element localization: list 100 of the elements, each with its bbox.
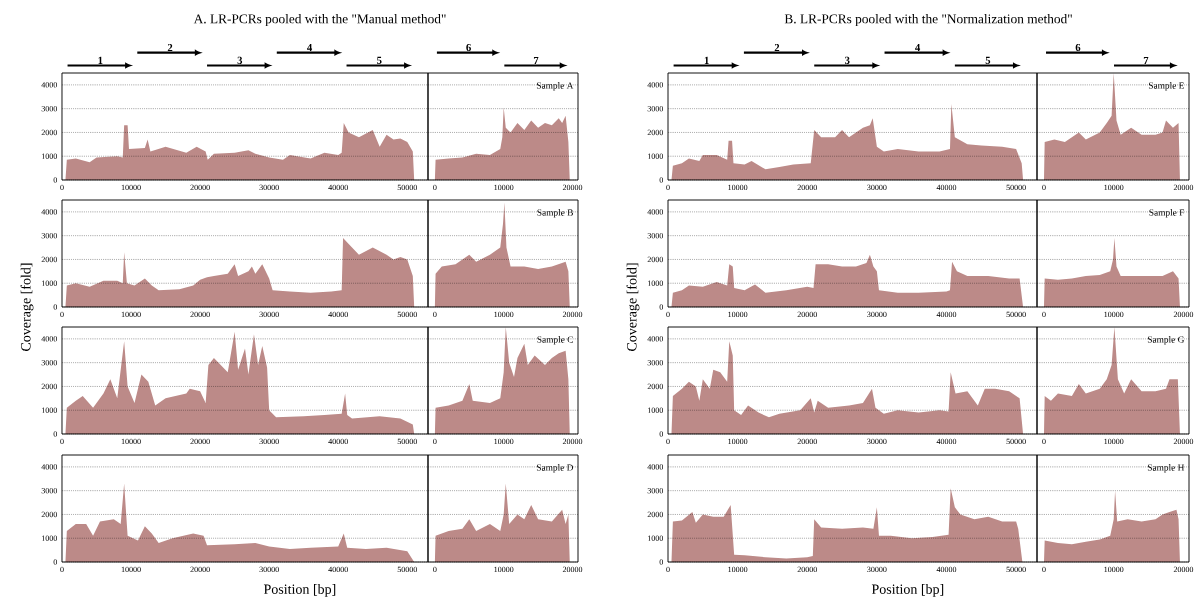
x-tick-label: 10000: [121, 566, 141, 573]
x-tick-label: 40000: [936, 438, 957, 445]
x-tick-label: 10000: [494, 184, 514, 191]
annotation: Sample A: [536, 82, 574, 91]
annotation: Sample H: [1147, 464, 1185, 473]
text: 7: [533, 56, 539, 64]
x-tick-label: 20000: [190, 184, 210, 191]
x-tick-label: 10000: [728, 184, 748, 191]
annotation: Sample F: [1149, 209, 1185, 218]
y-tick-label: 3000: [41, 105, 57, 112]
text: 4: [915, 44, 921, 52]
chart-title: A. LR-PCRs pooled with the "Manual method": [193, 13, 446, 27]
text: 2: [774, 44, 780, 52]
y-tick-label: 1000: [42, 535, 57, 541]
y-tick-label: 1000: [648, 153, 663, 159]
y-tick-label: 3000: [647, 232, 663, 239]
text: 5: [985, 56, 991, 64]
text: 6: [466, 43, 471, 52]
y-tick-label: 3000: [41, 487, 57, 494]
y-tick-label: 2000: [41, 256, 57, 263]
y-tick-label: 4000: [647, 209, 663, 215]
x-tick-label: 50000: [1006, 184, 1026, 191]
x-tick-label: 0: [433, 311, 437, 318]
x-tick-label: 30000: [259, 438, 279, 445]
x-tick-label: 10000: [1104, 566, 1124, 573]
x-tick-label: 0: [60, 438, 64, 445]
x-tick-label: 0: [1042, 438, 1046, 445]
x-tick-label: 10000: [494, 566, 514, 573]
y-axis-title: Coverage [fold]: [626, 263, 640, 351]
x-tick-label: 10000: [494, 438, 514, 445]
y-tick-label: 2000: [647, 511, 663, 518]
x-tick-label: 20000: [797, 438, 817, 445]
x-tick-label: 0: [1042, 566, 1046, 573]
x-tick-label: 40000: [328, 184, 348, 191]
y-tick-label: 2000: [647, 383, 663, 390]
y-tick-label: 1000: [648, 407, 663, 413]
y-tick-label: 2000: [41, 511, 57, 518]
x-tick-label: 40000: [936, 311, 957, 318]
x-axis-title: Position [bp]: [871, 584, 944, 597]
x-tick-label: 20000: [1173, 566, 1194, 573]
y-tick-label: 3000: [41, 232, 57, 239]
x-tick-label: 10000: [1104, 438, 1124, 445]
annotation: Sample E: [1148, 82, 1184, 91]
text: 2: [167, 44, 173, 52]
x-tick-label: 40000: [328, 311, 348, 318]
y-tick-label: 2000: [647, 256, 663, 263]
text: 6: [1075, 43, 1081, 52]
x-tick-label: 50000: [397, 184, 417, 191]
x-tick-label: 0: [666, 566, 670, 573]
x-tick-label: 20000: [1173, 311, 1194, 318]
x-tick-label: 10000: [494, 311, 514, 318]
text: 3: [237, 56, 243, 64]
y-tick-label: 1000: [42, 280, 57, 286]
x-tick-label: 0: [666, 184, 670, 191]
x-tick-label: 10000: [728, 566, 748, 573]
y-tick-label: 0: [53, 177, 57, 183]
x-tick-label: 50000: [397, 566, 417, 573]
y-tick-label: 4000: [41, 336, 57, 342]
x-tick-label: 0: [1042, 311, 1046, 318]
x-tick-label: 0: [1042, 184, 1046, 191]
x-tick-label: 10000: [121, 311, 141, 318]
x-tick-label: 10000: [1104, 184, 1124, 191]
y-tick-label: 1000: [648, 280, 663, 286]
x-axis-title: Position [bp]: [263, 584, 336, 597]
y-tick-label: 3000: [41, 359, 57, 366]
y-tick-label: 4000: [41, 464, 57, 470]
x-tick-label: 30000: [259, 311, 279, 318]
x-tick-label: 0: [60, 311, 64, 318]
x-tick-label: 30000: [259, 184, 279, 191]
x-tick-label: 0: [666, 311, 670, 318]
y-axis-title: Coverage [fold]: [20, 263, 34, 351]
y-tick-label: 3000: [647, 105, 663, 112]
x-tick-label: 0: [433, 566, 437, 573]
y-tick-label: 0: [659, 177, 663, 183]
text: 1: [98, 56, 103, 64]
y-tick-label: 0: [53, 559, 57, 565]
x-tick-label: 10000: [728, 438, 748, 445]
y-tick-label: 3000: [647, 359, 663, 366]
x-tick-label: 0: [433, 184, 437, 191]
text: 7: [1143, 56, 1149, 64]
y-tick-label: 2000: [41, 383, 57, 390]
y-tick-label: 4000: [41, 209, 57, 215]
x-tick-label: 20000: [190, 438, 210, 445]
x-tick-label: 40000: [936, 566, 957, 573]
x-tick-label: 20000: [797, 184, 817, 191]
annotation: Sample G: [1147, 336, 1185, 345]
y-tick-label: 0: [659, 559, 663, 565]
y-tick-label: 1000: [42, 407, 57, 413]
x-tick-label: 20000: [797, 566, 817, 573]
annotation: Sample C: [537, 336, 573, 345]
y-tick-label: 0: [659, 304, 663, 310]
x-tick-label: 20000: [190, 311, 210, 318]
x-tick-label: 20000: [190, 566, 210, 573]
x-tick-label: 20000: [1173, 438, 1194, 445]
y-tick-label: 2000: [41, 129, 57, 136]
x-tick-label: 10000: [1104, 311, 1124, 318]
x-tick-label: 30000: [867, 311, 887, 318]
x-tick-label: 10000: [121, 438, 141, 445]
x-tick-label: 30000: [867, 566, 887, 573]
y-tick-label: 4000: [647, 82, 663, 88]
